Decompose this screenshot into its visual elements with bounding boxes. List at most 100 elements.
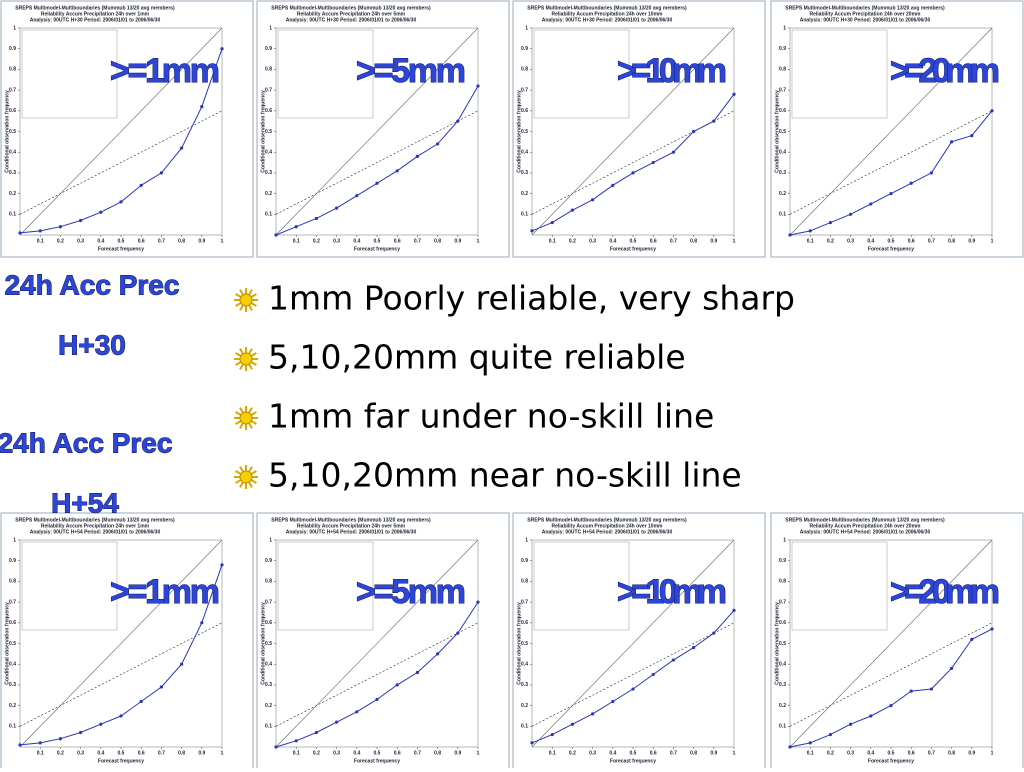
reliability-panel: SREPS Multimodel-Multiboundaries (Mummub… — [256, 512, 510, 770]
x-tick-label: 1 — [733, 750, 736, 756]
x-tick-label: 0.2 — [57, 238, 64, 244]
x-axis-label: Forecast frequency — [98, 758, 144, 764]
curve-point — [220, 47, 224, 51]
curve-point — [591, 198, 595, 202]
threshold-label: >=20mm — [890, 52, 1000, 90]
y-axis-label: Conditional observation frequency — [4, 90, 10, 173]
x-tick-label: 0.8 — [690, 750, 697, 756]
curve-point — [395, 169, 399, 173]
y-tick-label: 0.2 — [521, 191, 528, 197]
y-tick-label: 0.5 — [779, 129, 786, 135]
y-tick-label: 0.1 — [265, 212, 272, 218]
y-tick-label: 0.6 — [9, 108, 16, 114]
curve-point — [671, 150, 676, 154]
x-tick-label: 0.3 — [333, 750, 340, 756]
perfect-reliability-line — [275, 27, 479, 236]
curve-point — [375, 697, 379, 701]
x-tick-label: 0.4 — [867, 750, 874, 756]
curve-point — [38, 229, 42, 233]
y-tick-label: 0.2 — [265, 191, 272, 197]
x-tick-label: 0.6 — [650, 238, 657, 244]
bullet-icon — [234, 347, 258, 371]
x-axis-label: Forecast frequency — [354, 758, 400, 764]
reliability-panel: SREPS Multimodel-Multiboundaries (Mummub… — [0, 0, 254, 258]
y-tick-label: 0.5 — [9, 129, 16, 135]
no-skill-line — [19, 110, 223, 215]
threshold-label: >=20mm — [890, 573, 1000, 611]
perfect-reliability-line — [19, 539, 223, 748]
panel-analysis: Analysis: 00UTC H+54 Period: 2006/01/01 … — [542, 529, 673, 535]
x-tick-label: 1 — [221, 750, 224, 756]
no-skill-line — [275, 110, 479, 215]
x-tick-label: 0.1 — [549, 238, 556, 244]
x-tick-label: 0.6 — [394, 750, 401, 756]
y-tick-label: 1 — [13, 537, 16, 543]
y-tick-label: 0.3 — [265, 170, 272, 176]
y-tick-label: 0.4 — [521, 150, 528, 156]
inset-histogram — [277, 541, 374, 631]
curve-point — [180, 146, 184, 150]
curve-point — [692, 129, 696, 134]
side-label-line2: H+30 — [58, 329, 126, 360]
y-tick-label: 0.9 — [9, 558, 16, 564]
y-tick-label: 0.3 — [9, 682, 16, 688]
x-tick-label: 0.8 — [434, 238, 441, 244]
curve-point — [970, 637, 974, 641]
y-tick-label: 0.4 — [9, 150, 16, 156]
y-tick-label: 0.5 — [521, 641, 528, 647]
y-tick-label: 0.2 — [521, 703, 528, 709]
y-tick-label: 0.6 — [779, 620, 786, 626]
x-tick-label: 0.3 — [589, 750, 596, 756]
x-axis-label: Forecast frequency — [610, 246, 656, 252]
curve-point — [950, 666, 954, 670]
y-tick-label: 0.7 — [521, 87, 528, 93]
curve-point — [456, 119, 460, 123]
x-tick-label: 0.9 — [710, 750, 717, 756]
bullet-core — [239, 470, 253, 484]
x-tick-label: 1 — [991, 238, 994, 244]
y-tick-label: 0.1 — [265, 724, 272, 730]
curve-point — [220, 563, 224, 567]
panel-analysis: Analysis: 00UTC H+30 Period: 2006/01/01 … — [286, 17, 417, 23]
curve-point — [335, 206, 339, 210]
y-tick-label: 1 — [525, 537, 528, 543]
panel-subtitle: Reliability Accum Precipitation 24h over… — [552, 11, 664, 17]
curve-point — [436, 652, 440, 656]
panel-subtitle: Reliability Accum Precipitation 24h over… — [297, 523, 406, 529]
x-axis-label: Forecast frequency — [868, 246, 914, 252]
y-tick-label: 0.6 — [265, 620, 272, 626]
x-tick-label: 0.2 — [827, 238, 834, 244]
panel-analysis: Analysis: 00UTC H+30 Period: 2006/01/01 … — [30, 17, 161, 23]
x-axis-label: Forecast frequency — [98, 246, 144, 252]
inset-histogram — [21, 541, 118, 631]
curve-point — [611, 699, 615, 704]
x-tick-label: 0.3 — [589, 238, 596, 244]
y-tick-label: 1 — [269, 25, 272, 31]
x-tick-label: 0.9 — [198, 238, 205, 244]
y-tick-label: 0.5 — [9, 641, 16, 647]
x-tick-label: 0.3 — [77, 750, 84, 756]
curve-point — [139, 699, 143, 704]
x-tick-label: 0.6 — [138, 750, 145, 756]
bullet-core — [239, 411, 253, 425]
x-tick-label: 0.8 — [948, 238, 955, 244]
curve-point — [415, 154, 419, 158]
x-tick-label: 0.8 — [434, 750, 441, 756]
x-tick-label: 0.1 — [293, 750, 300, 756]
threshold-label: >=5mm — [356, 52, 466, 90]
panel-analysis: Analysis: 00UTC H+54 Period: 2006/01/01 … — [800, 529, 931, 535]
curve-point — [436, 142, 440, 146]
curve-point — [849, 212, 853, 216]
bullet-core — [239, 293, 253, 307]
x-tick-label: 0.2 — [313, 238, 320, 244]
y-tick-label: 0.4 — [779, 662, 786, 668]
x-tick-label: 0.2 — [569, 238, 576, 244]
inset-histogram — [533, 541, 630, 631]
x-tick-label: 0.9 — [198, 750, 205, 756]
curve-point — [79, 218, 83, 223]
threshold-label: >=10mm — [617, 573, 727, 611]
reliability-panel: SREPS Multimodel-Multiboundaries (Mummub… — [0, 512, 254, 770]
curve-point — [274, 233, 278, 237]
curve-point — [591, 712, 595, 716]
